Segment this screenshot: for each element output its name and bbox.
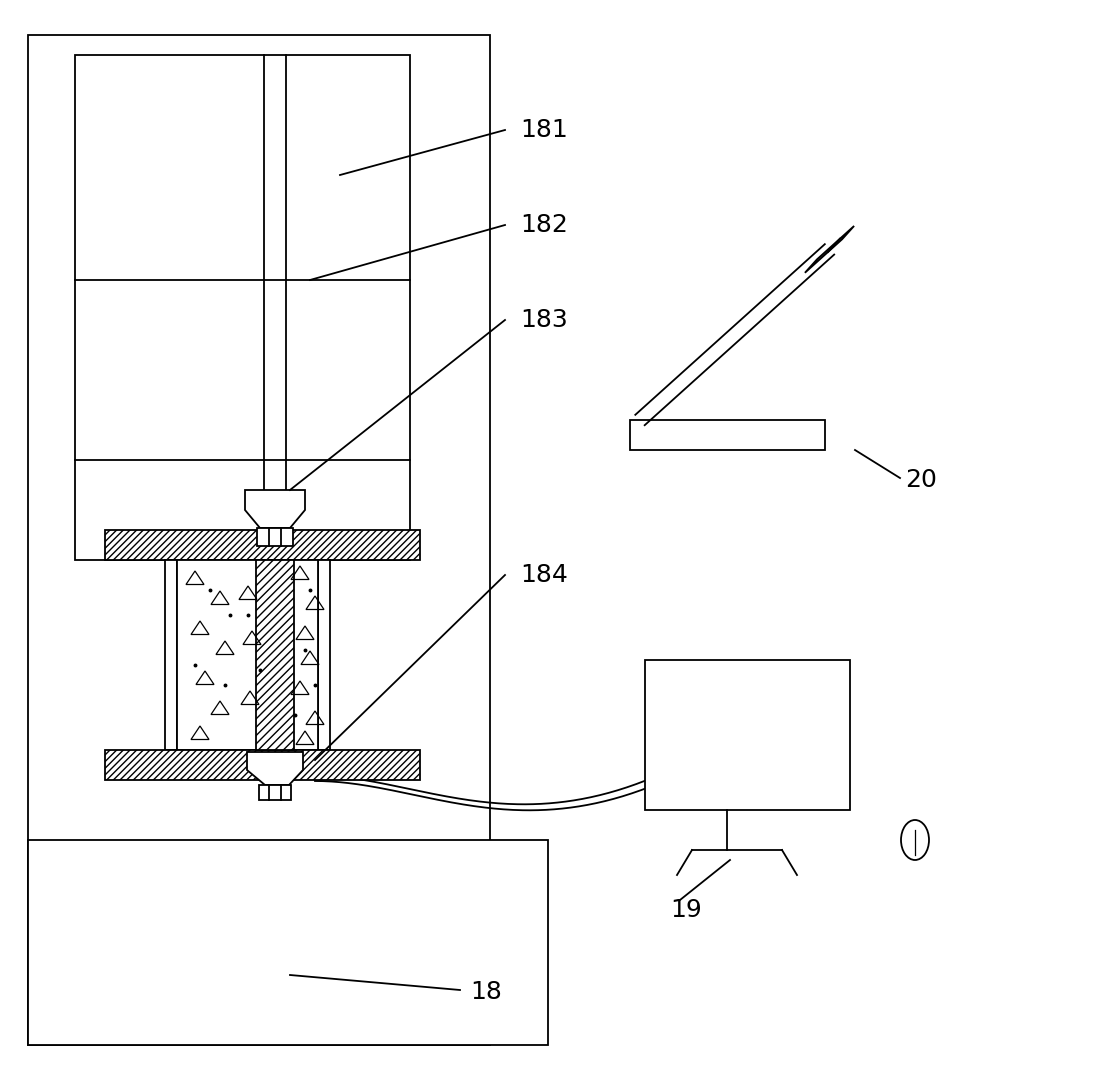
Bar <box>645 660 850 810</box>
Polygon shape <box>247 752 303 786</box>
Text: 183: 183 <box>520 308 568 332</box>
Text: 182: 182 <box>520 213 568 237</box>
Bar <box>75 55 410 560</box>
Bar <box>257 528 293 546</box>
Bar <box>165 560 177 750</box>
Polygon shape <box>245 490 305 528</box>
Polygon shape <box>805 226 854 273</box>
Bar <box>105 530 420 560</box>
Ellipse shape <box>901 820 929 860</box>
Bar <box>318 560 330 750</box>
Text: 19: 19 <box>670 898 702 922</box>
Bar <box>28 840 548 1045</box>
Bar <box>259 786 291 800</box>
Text: 181: 181 <box>520 118 568 142</box>
Bar <box>105 750 420 780</box>
Bar <box>28 35 490 1045</box>
Bar <box>631 420 825 450</box>
Bar <box>177 560 318 750</box>
Text: 18: 18 <box>470 980 502 1004</box>
Bar <box>256 560 294 750</box>
Text: 184: 184 <box>520 563 568 588</box>
Text: 20: 20 <box>904 469 937 492</box>
